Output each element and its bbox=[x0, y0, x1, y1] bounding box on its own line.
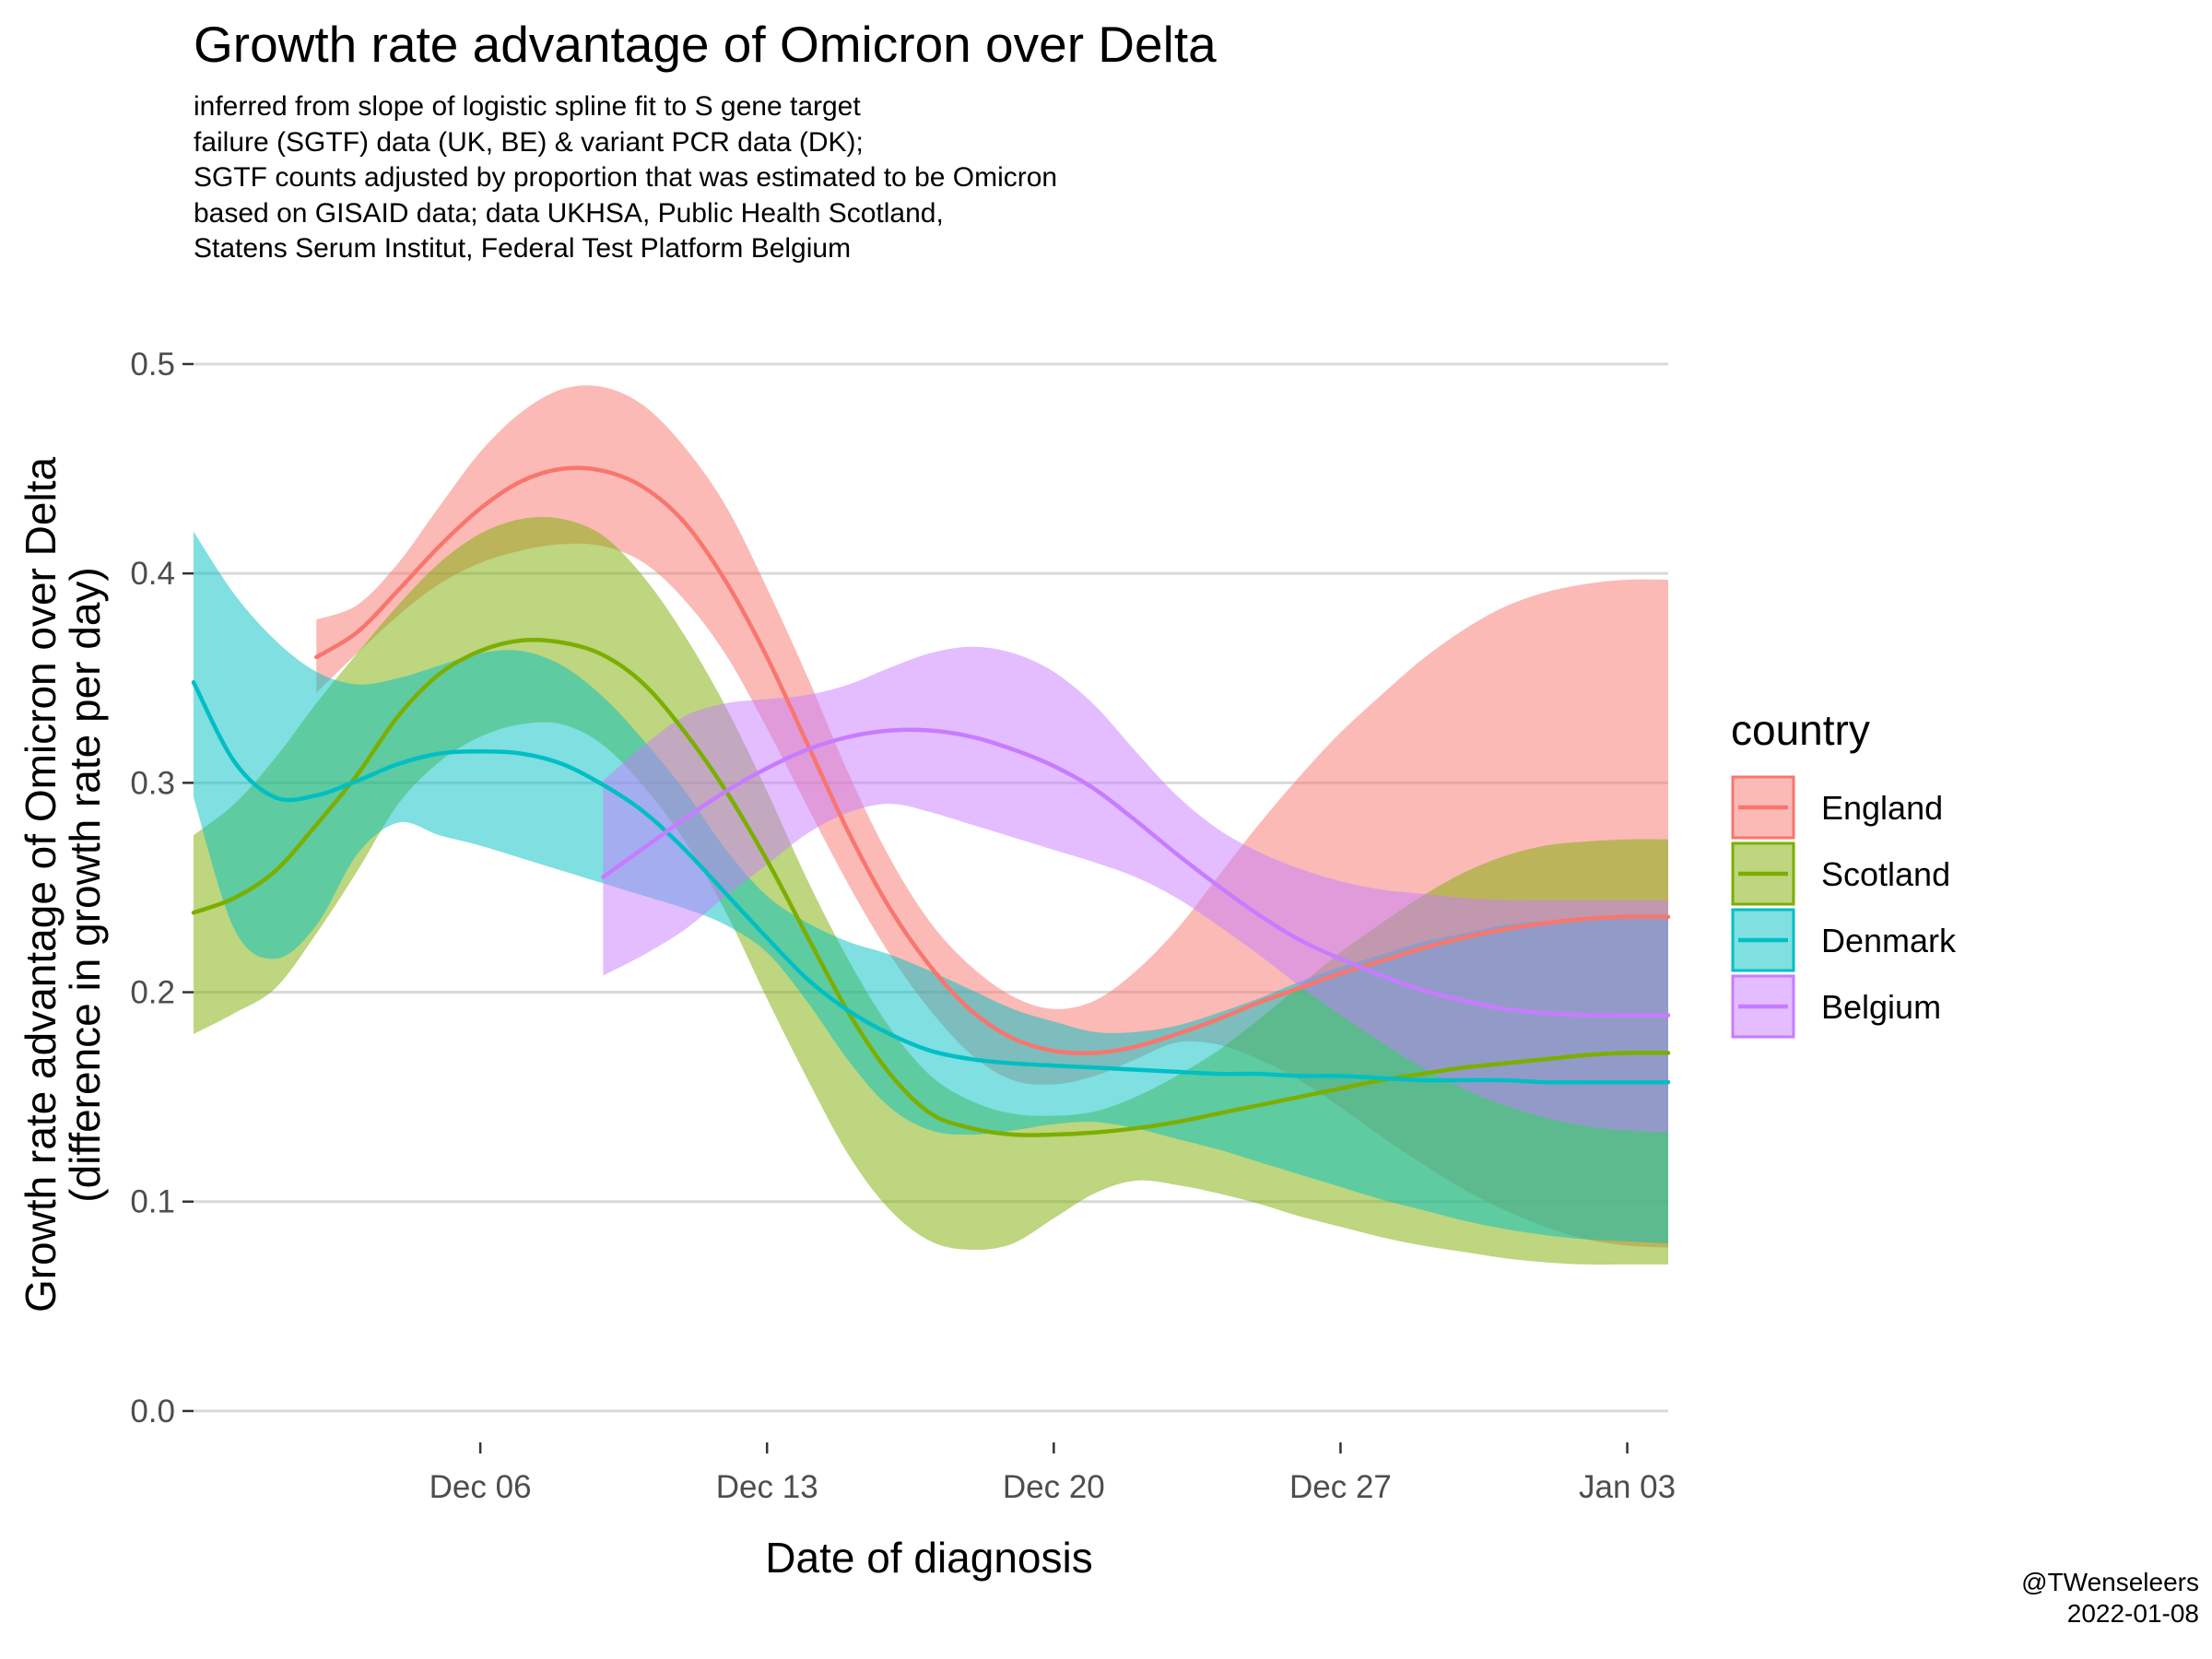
series-line-denmark bbox=[191, 680, 1671, 1085]
axes: 0.0 0.1 0.2 0.3 0.4 0.5 Dec 06 Dec 13 Dec 20 Dec … bbox=[130, 347, 1676, 1505]
legend-label: England bbox=[1821, 789, 1943, 827]
series-line-scotland bbox=[191, 637, 1671, 1137]
credit-date: 2022-01-08 bbox=[2066, 1599, 2199, 1628]
x-axis-label: Date of diagnosis bbox=[765, 1534, 1092, 1582]
subtitle-line: based on GISAID data; data UKHSA, Public… bbox=[194, 197, 944, 229]
subtitle-line: failure (SGTF) data (UK, BE) & variant P… bbox=[194, 126, 864, 158]
chart-title: Growth rate advantage of Omicron over De… bbox=[194, 16, 1217, 73]
y-tick-label: 0.1 bbox=[130, 1184, 175, 1220]
x-tick-label: Dec 20 bbox=[1003, 1469, 1105, 1505]
y-tick-label: 0.3 bbox=[130, 765, 175, 801]
y-axis-label-secondary: (difference in growth rate per day) bbox=[61, 567, 109, 1203]
subtitle-line: inferred from slope of logistic spline f… bbox=[194, 91, 861, 122]
chart-subtitle: inferred from slope of logistic spline f… bbox=[194, 89, 1057, 267]
confidence-bands bbox=[194, 385, 1668, 1265]
credit-handle: @TWenseleers bbox=[2021, 1568, 2199, 1596]
x-tick-label: Jan 03 bbox=[1579, 1469, 1676, 1505]
subtitle-line: Statens Serum Institut, Federal Test Pla… bbox=[194, 233, 852, 264]
x-tick-label: Dec 13 bbox=[716, 1469, 818, 1505]
legend-label: Scotland bbox=[1821, 855, 1950, 893]
legend: country England Scotland Denmark Belgium bbox=[1731, 706, 1957, 1039]
credit: @TWenseleers 2022-01-08 bbox=[2021, 1567, 2199, 1630]
legend-label: Denmark bbox=[1821, 922, 1957, 959]
legend-label: Belgium bbox=[1821, 988, 1941, 1026]
series-line-belgium bbox=[601, 727, 1671, 1018]
x-tick-label: Dec 06 bbox=[429, 1469, 532, 1505]
y-axis-label: Growth rate advantage of Omicron over De… bbox=[17, 457, 65, 1313]
legend-title: country bbox=[1731, 706, 1870, 754]
y-tick-label: 0.5 bbox=[130, 347, 175, 382]
y-tick-label: 0.4 bbox=[130, 556, 175, 592]
confidence-band-denmark bbox=[194, 531, 1668, 1244]
confidence-band-belgium bbox=[603, 646, 1668, 1133]
subtitle-line: SGTF counts adjusted by proportion that … bbox=[194, 162, 1058, 193]
y-tick-label: 0.0 bbox=[130, 1394, 175, 1430]
series-line-england bbox=[314, 465, 1671, 1056]
x-tick-label: Dec 27 bbox=[1289, 1469, 1392, 1505]
y-tick-label: 0.2 bbox=[130, 975, 175, 1011]
series-lines bbox=[191, 465, 1671, 1137]
